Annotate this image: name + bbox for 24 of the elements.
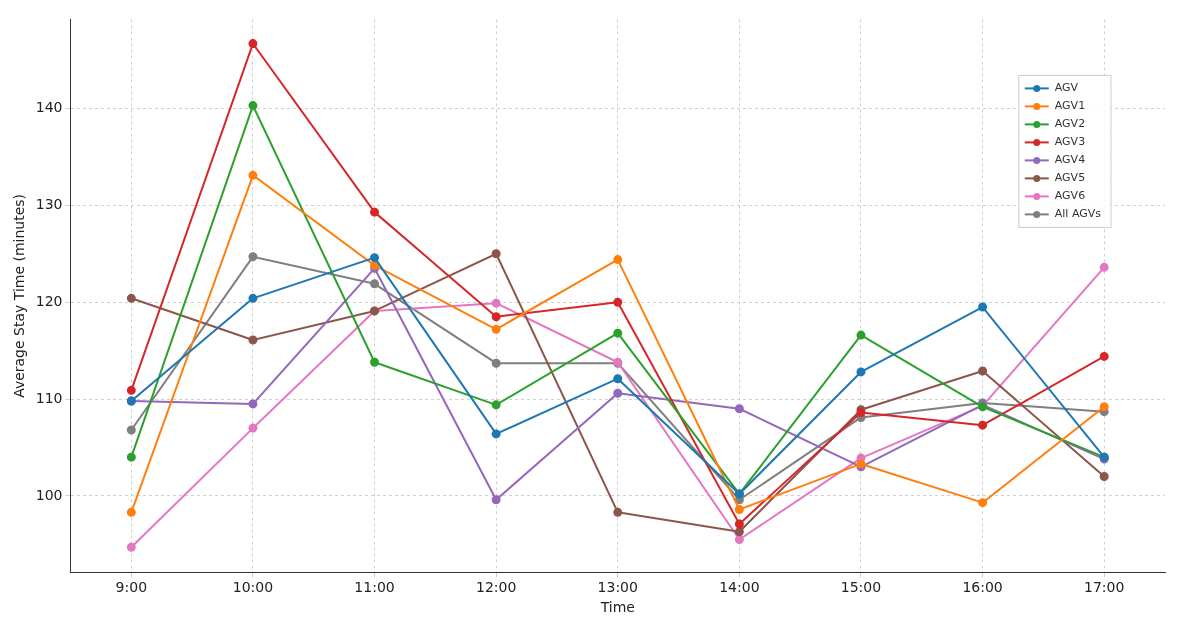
y-axis-title: Average Stay Time (minutes) (11, 193, 28, 398)
x-tick-label: 16:00 (962, 579, 1003, 596)
legend-label: AGV2 (1054, 117, 1086, 131)
x-tick-label: 15:00 (840, 579, 882, 596)
legend-label: AGV3 (1054, 135, 1086, 149)
legend-label: AGV4 (1054, 153, 1086, 167)
legend-label: AGV (1054, 81, 1079, 95)
x-tick-label: 11:00 (354, 579, 395, 596)
x-tick-label: 13:00 (597, 579, 638, 596)
y-tick-label: 120 (35, 292, 63, 309)
x-axis-title: Time (599, 599, 635, 616)
legend-label: AGV5 (1054, 171, 1086, 185)
y-tick-label: 140 (35, 99, 63, 116)
x-tick-label: 10:00 (232, 579, 274, 596)
y-tick-label: 130 (35, 195, 63, 212)
x-tick-label: 14:00 (719, 579, 760, 596)
y-tick-label: 100 (35, 486, 63, 503)
legend-label: AGV1 (1054, 99, 1086, 113)
x-tick-label: 12:00 (475, 579, 517, 596)
legend-label: All AGVs (1054, 207, 1102, 221)
y-tick-label: 110 (35, 389, 63, 406)
x-tick-label: 17:00 (1084, 579, 1125, 596)
legend-label: AGV6 (1054, 189, 1086, 203)
x-tick-label: 9:00 (115, 579, 148, 596)
